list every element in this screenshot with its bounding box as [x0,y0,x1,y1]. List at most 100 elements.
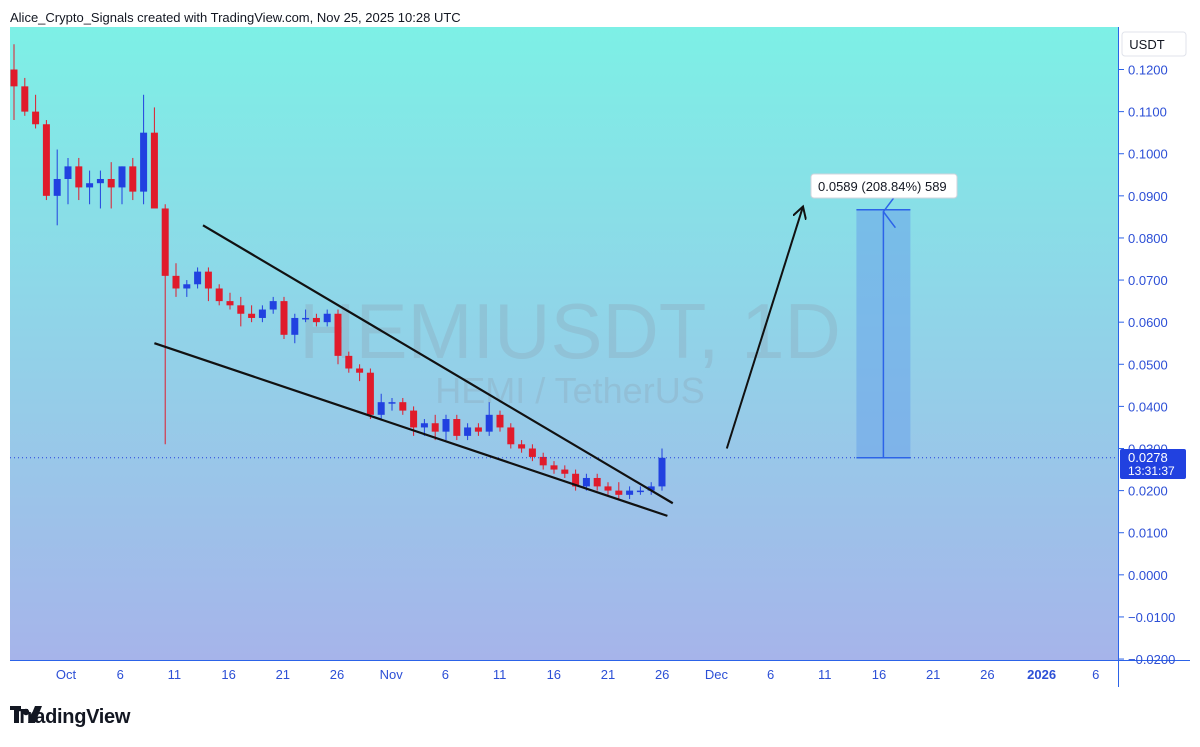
watermark-symbol: HEMIUSDT, 1D [299,287,841,375]
price-tick-label: 0.0900 [1128,189,1168,204]
candle-body [312,317,320,323]
projection-arrow[interactable] [725,208,803,449]
measure-label: 0.0589 (208.84%) 589 [818,179,947,194]
measure-label-box [810,173,958,199]
time-tick-label: 11 [818,667,832,682]
candle-body [474,427,482,432]
price-ticks: 0.1200 0.1100 0.1000 0.0900 0.0800 0.0700 0.06… [1118,63,1175,667]
candle-body [21,86,29,112]
time-ticks: Oct 6 11 16 21 26 Nov 6 11 16 21 26 Dec 6 11 16 21 26 2026… [56,667,1100,682]
candle-body [323,313,331,323]
time-tick-label: 26 [980,667,994,682]
candle-body [442,419,450,432]
time-tick-label: 16 [872,667,886,682]
candles-layer [10,44,666,500]
candle-body [539,456,547,466]
candle-body [550,465,558,470]
candle-body [399,402,407,411]
time-axis-background [10,660,1190,687]
time-tick-label: 26 [330,667,344,682]
price-tick-label: 0.1100 [1128,105,1167,120]
candle-body [528,448,536,457]
candle-body [388,402,396,404]
current-price-badge: 0.0278 13:31:37 [1120,449,1186,479]
candle-body [107,178,115,188]
candle-body [64,166,72,179]
candle-body [518,444,526,449]
candle-body [32,111,40,125]
time-tick-label: 6 [767,667,774,682]
chart-header: Alice_Crypto_Signals created with Tradin… [10,10,461,25]
measure-annotation[interactable]: 0.0589 (208.84%) 589 [810,173,958,199]
price-tick-label: 0.0700 [1128,273,1168,288]
candle-body [582,477,590,487]
candle-body [75,166,83,188]
current-price-label: 0.0278 [1128,450,1168,465]
watermark-name: HEMI / TetherUS [435,370,704,411]
currency-box[interactable] [1121,31,1187,57]
candle-body [237,305,245,314]
candle-body [129,166,137,192]
time-tick-label: 11 [168,667,182,682]
price-tick-label: 0.1000 [1128,147,1168,162]
candle-body [593,477,601,487]
price-tick-label: 0.0500 [1128,357,1168,372]
candle-body [658,457,666,487]
candle-body [420,423,428,428]
candle-body [248,313,256,318]
candle-body [53,178,61,196]
candle-body [636,490,644,493]
time-tick-label: 26 [655,667,669,682]
time-tick-label: Dec [705,667,729,682]
price-tick-label: −0.0100 [1128,610,1175,625]
candle-body [194,271,202,285]
candle-body [626,490,634,495]
candle-body [302,317,310,320]
candle-body [496,414,504,428]
candle-body [291,317,299,335]
candle-body [410,410,418,428]
candle-body [366,372,374,415]
currency-label: USDT [1129,37,1164,52]
candle-body [485,414,493,432]
price-axis-background [1118,27,1190,660]
plot-background [10,27,1118,660]
upper-trendline[interactable] [202,224,674,505]
lower-trendline[interactable] [154,342,668,517]
candle-body [96,178,104,184]
candle-body [118,166,126,188]
candle-body [507,427,515,445]
candle-body [10,69,18,87]
candle-body [453,419,461,436]
candle-body [183,284,191,289]
time-tick-label: 16 [547,667,561,682]
candle-body [561,469,569,474]
price-tick-label: 0.0400 [1128,399,1168,414]
time-tick-label: 6 [1092,667,1099,682]
tradingview-logo[interactable]: TradingView [10,706,130,729]
candle-body [464,427,472,436]
candle-body [161,208,169,276]
candle-body [431,423,439,432]
time-tick-label: 21 [601,667,615,682]
candle-body [86,183,94,188]
countdown-label: 13:31:37 [1128,464,1175,478]
candle-body [204,271,212,289]
price-tick-label: −0.0200 [1128,652,1175,667]
price-tick-label: 0.0200 [1128,484,1168,499]
candle-body [269,301,277,310]
drawings-layer[interactable] [10,195,1118,517]
time-tick-label: Oct [56,667,77,682]
time-tick-label: 2026 [1027,667,1056,682]
candle-body [150,132,158,209]
time-tick-label: 16 [221,667,235,682]
candle-body [572,473,580,487]
candle-body [226,301,234,306]
candle-body [615,490,623,495]
candle-body [334,313,342,356]
candle-body [215,288,223,302]
price-tick-label: 0.1200 [1128,63,1168,78]
time-tick-label: 11 [493,667,507,682]
